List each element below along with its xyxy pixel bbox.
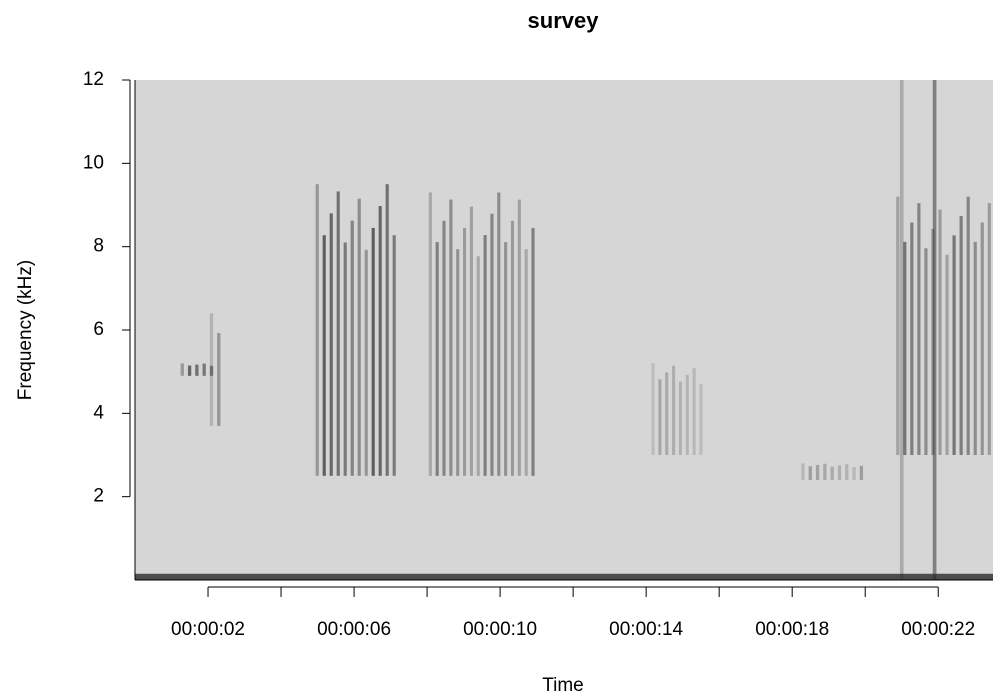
y-tick-label: 4 [93, 402, 104, 423]
event-part [896, 196, 900, 455]
event-part [699, 383, 703, 455]
event-part [899, 80, 904, 580]
event-part [987, 203, 991, 455]
event-part [336, 191, 340, 476]
sound-event [932, 80, 937, 580]
event-part [456, 249, 460, 476]
event-part [497, 192, 501, 476]
event-part [435, 242, 439, 476]
sound-event [135, 573, 993, 580]
event-part [801, 463, 805, 480]
event-part [859, 465, 864, 480]
event-part [852, 467, 856, 480]
x-tick-label: 00:00:10 [463, 619, 537, 640]
event-part [665, 372, 669, 455]
event-part [678, 381, 682, 455]
event-part [651, 363, 655, 455]
event-part [449, 199, 453, 476]
event-part [371, 227, 375, 476]
y-tick-label: 2 [93, 486, 104, 507]
event-part [343, 242, 347, 476]
y-axis-title: Frequency (kHz) [15, 260, 36, 400]
event-part [202, 363, 206, 376]
event-part [658, 379, 662, 455]
event-part [808, 466, 812, 480]
event-part [932, 80, 937, 580]
event-part [463, 227, 467, 476]
event-part [952, 235, 956, 455]
event-part [322, 235, 326, 476]
event-part [959, 216, 963, 455]
event-part [378, 206, 382, 476]
event-part [329, 213, 333, 476]
event-part [837, 465, 842, 480]
event-part [135, 573, 993, 580]
y-tick-label: 6 [93, 319, 104, 340]
event-part [476, 256, 480, 476]
event-part [483, 235, 487, 476]
event-part [917, 203, 921, 455]
event-part [980, 222, 984, 455]
x-tick-label: 00:00:06 [317, 619, 391, 640]
event-part [392, 235, 396, 476]
y-tick-label: 8 [93, 236, 104, 257]
x-tick-label: 00:00:22 [901, 619, 975, 640]
plot-background [135, 80, 993, 580]
sound-event [315, 184, 396, 476]
event-part [924, 248, 928, 455]
event-part [945, 254, 949, 455]
event-part [385, 184, 389, 476]
event-part [938, 209, 942, 455]
event-part [524, 249, 528, 476]
event-part [217, 333, 221, 426]
x-tick-label: 00:00:02 [171, 619, 245, 640]
event-part [531, 227, 535, 476]
event-part [187, 365, 192, 376]
event-part [973, 241, 977, 455]
event-part [180, 363, 184, 376]
sound-event [899, 80, 904, 580]
event-part [830, 466, 834, 480]
event-part [504, 242, 508, 476]
event-part [692, 367, 696, 455]
event-part [510, 220, 515, 476]
event-part [903, 241, 907, 455]
event-part [672, 365, 676, 455]
sound-event [209, 313, 221, 426]
event-part [428, 192, 432, 476]
sound-event [801, 463, 864, 480]
event-part [357, 198, 361, 476]
event-part [442, 220, 446, 476]
sound-event [180, 363, 214, 376]
x-axis-title: Time [542, 675, 584, 696]
event-part [195, 364, 199, 376]
event-part [823, 463, 827, 480]
x-tick-label: 00:00:14 [609, 619, 683, 640]
sound-event [651, 363, 703, 455]
sound-event [896, 196, 991, 455]
event-part [910, 222, 914, 455]
event-part [364, 249, 368, 476]
event-part [209, 365, 214, 376]
event-part [966, 196, 970, 455]
event-part [685, 374, 689, 455]
x-tick-label: 00:00:18 [755, 619, 829, 640]
event-part [815, 465, 820, 480]
event-part [517, 199, 521, 476]
event-part [469, 206, 473, 476]
sound-event [428, 192, 535, 476]
event-part [315, 184, 319, 476]
y-tick-label: 12 [83, 69, 104, 90]
chart-title: survey [528, 8, 600, 33]
event-part [845, 464, 849, 480]
event-part [490, 213, 494, 476]
event-part [209, 313, 214, 426]
y-tick-label: 10 [83, 152, 104, 173]
event-part [350, 220, 354, 476]
